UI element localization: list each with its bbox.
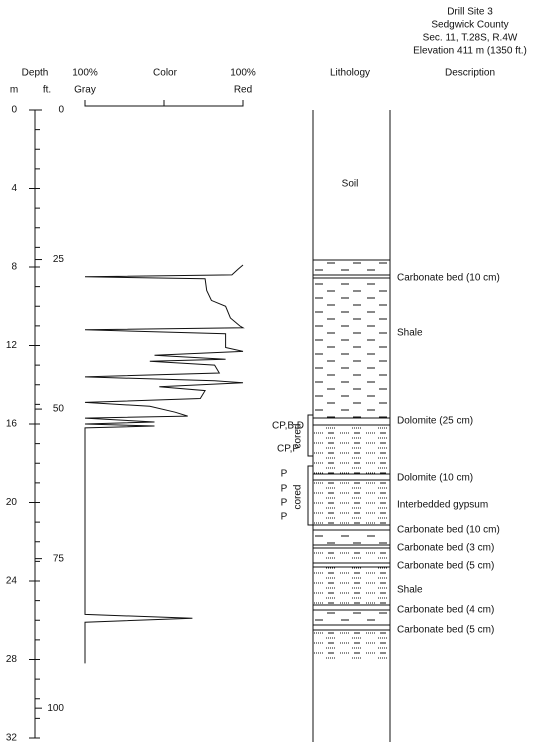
- m-tick-label: 24: [6, 576, 18, 587]
- description: Dolomite (10 cm): [397, 473, 473, 484]
- description: Carbonate bed (10 cm): [397, 525, 500, 536]
- sample-label: P: [281, 498, 288, 509]
- description: Dolomite (25 cm): [397, 416, 473, 427]
- ft-tick-label: 25: [53, 254, 65, 265]
- header-line: Drill Site 3: [447, 7, 493, 18]
- header-line: Sedgwick County: [431, 20, 508, 31]
- column-header: Description: [445, 68, 495, 79]
- ft-tick-label: 100: [47, 703, 64, 714]
- header-line: Elevation 411 m (1350 ft.): [413, 46, 527, 57]
- sample-label: CP,P: [277, 444, 299, 455]
- lithology-column: [312, 110, 391, 742]
- description: Carbonate bed (4 cm): [397, 605, 494, 616]
- m-tick-label: 28: [6, 654, 18, 665]
- m-tick-label: 4: [11, 183, 17, 194]
- m-tick-label: 8: [11, 262, 17, 273]
- column-header: Red: [234, 85, 252, 96]
- column-header: Lithology: [330, 68, 370, 79]
- m-tick-label: 20: [6, 497, 18, 508]
- column-header: m: [10, 85, 18, 96]
- m-tick-label: 32: [6, 733, 18, 744]
- sample-label: CP,B,D: [272, 421, 304, 432]
- m-tick-label: 16: [6, 419, 18, 430]
- description: Carbonate bed (3 cm): [397, 543, 494, 554]
- description: Carbonate bed (5 cm): [397, 625, 494, 636]
- header-line: Sec. 11, T.28S, R.4W: [423, 33, 518, 44]
- cored-label: cored: [293, 484, 304, 509]
- m-tick-label: 0: [11, 105, 17, 116]
- lithology-label: Soil: [342, 179, 359, 190]
- cored-label: cored: [293, 423, 304, 448]
- ft-tick-label: 0: [58, 105, 64, 116]
- description: Shale: [397, 585, 423, 596]
- column-header: Color: [153, 68, 178, 79]
- ft-tick-label: 50: [53, 404, 65, 415]
- color-curve: [84, 264, 245, 664]
- sample-label: P: [281, 469, 288, 480]
- description: Carbonate bed (5 cm): [397, 561, 494, 572]
- sample-label: P: [281, 512, 288, 523]
- description: Interbedded gypsum: [397, 500, 488, 511]
- cored-brackets: [307, 414, 313, 526]
- description: Carbonate bed (10 cm): [397, 273, 500, 284]
- color-scale: [84, 100, 244, 107]
- column-header: Depth: [22, 68, 49, 79]
- sample-label: P: [281, 484, 288, 495]
- column-header: ft.: [43, 85, 51, 96]
- column-header: 100%: [230, 68, 256, 79]
- m-tick-label: 12: [6, 340, 18, 351]
- ft-tick-label: 75: [53, 553, 65, 564]
- description: Shale: [397, 328, 423, 339]
- column-header: Gray: [74, 85, 96, 96]
- column-header: 100%: [72, 68, 98, 79]
